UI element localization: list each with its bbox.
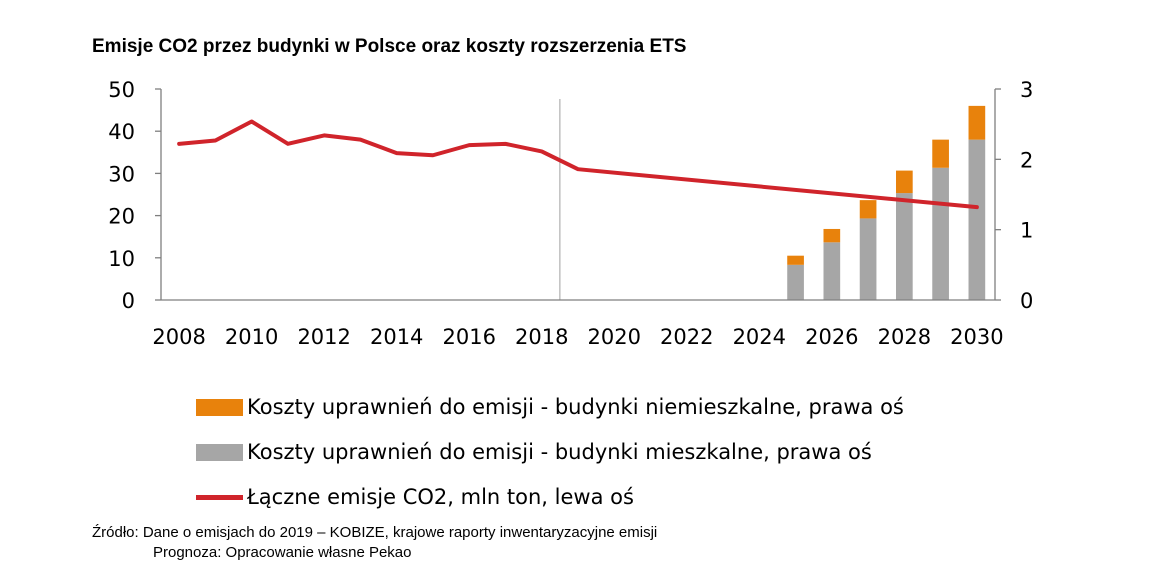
bar-nonresidential-2025: [787, 255, 804, 265]
bar-residential-2026: [823, 242, 841, 300]
legend-item-nonresidential: Koszty uprawnień do emisji - budynki nie…: [196, 392, 904, 422]
x-tick-label: 2008: [152, 325, 205, 349]
bar-nonresidential-2029: [932, 139, 949, 168]
emissions-line: [177, 119, 979, 210]
x-tick-label: 2020: [588, 325, 641, 349]
x-tick-label: 2022: [660, 325, 713, 349]
left-tick-label: 50: [108, 78, 135, 102]
legend-label-emissions: Łączne emisje CO2, mln ton, lewa oś: [247, 485, 634, 509]
left-tick-label: 0: [122, 289, 135, 313]
left-tick-label: 20: [108, 205, 135, 229]
left-tick-label: 30: [108, 162, 135, 186]
bar-nonresidential-2026: [823, 228, 841, 243]
x-tick-label: 2010: [225, 325, 278, 349]
forecast-note: Prognoza: Opracowanie własne Pekao: [153, 544, 412, 561]
right-tick-label: 2: [1020, 148, 1033, 172]
x-tick-label: 2012: [297, 325, 350, 349]
bar-residential-2029: [932, 167, 949, 300]
x-tick-label: 2018: [515, 325, 568, 349]
bars-layer: [787, 105, 986, 300]
bar-residential-2027: [859, 218, 877, 300]
chart-title: Emisje CO2 przez budynki w Polsce oraz k…: [92, 36, 687, 57]
left-tick-label: 10: [108, 247, 135, 271]
line-layer: [177, 119, 979, 210]
bar-residential-2030: [968, 139, 986, 300]
legend-label-residential: Koszty uprawnień do emisji - budynki mie…: [247, 440, 872, 464]
x-tick-label: 2016: [442, 325, 495, 349]
source-note: Źródło: Dane o emisjach do 2019 – KOBIZE…: [92, 524, 658, 541]
right-tick-label: 3: [1020, 78, 1033, 102]
left-tick-label: 40: [108, 120, 135, 144]
x-tick-label: 2030: [950, 325, 1003, 349]
x-tick-label: 2014: [370, 325, 423, 349]
bar-nonresidential-2030: [968, 105, 986, 140]
legend-item-residential: Koszty uprawnień do emisji - budynki mie…: [196, 437, 872, 467]
bar-nonresidential-2028: [896, 170, 913, 194]
legend-item-emissions: Łączne emisje CO2, mln ton, lewa oś: [196, 482, 634, 512]
legend-swatch-emissions: [196, 494, 243, 500]
x-tick-label: 2028: [878, 325, 931, 349]
legend-label-nonresidential: Koszty uprawnień do emisji - budynki nie…: [247, 395, 904, 419]
right-tick-label: 0: [1020, 289, 1033, 313]
right-tick-label: 1: [1020, 219, 1033, 243]
axes-layer: [160, 89, 996, 301]
x-tick-label: 2026: [805, 325, 858, 349]
bar-residential-2025: [787, 264, 804, 300]
bar-residential-2028: [896, 193, 913, 300]
legend-swatch-nonresidential: [196, 398, 243, 416]
bar-nonresidential-2027: [859, 200, 877, 219]
legend-swatch-residential: [196, 443, 243, 461]
x-tick-label: 2024: [733, 325, 786, 349]
